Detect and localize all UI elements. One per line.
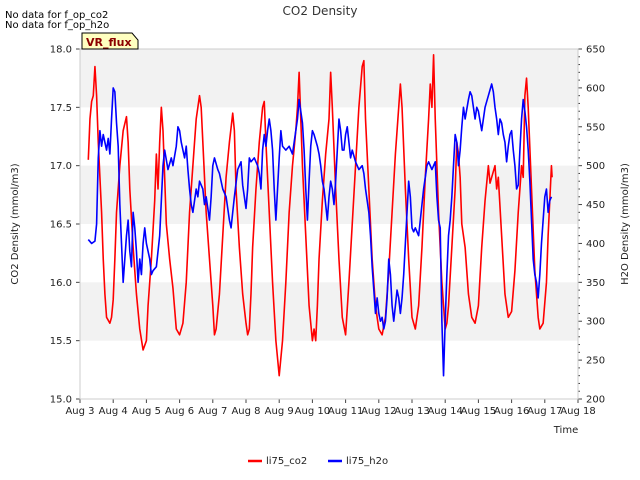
- note-no-data-co2: No data for f_op_co2: [5, 10, 108, 21]
- legend-label-h2o: li75_h2o: [346, 456, 388, 467]
- tick-labels: Aug 3 Aug 4 Aug 5 Aug 6 Aug 7 Aug 8 Aug 9 Aug 1…: [50, 45, 605, 418]
- y2-tick-label: 650: [586, 45, 605, 56]
- x-tick-label: Aug 14: [427, 406, 462, 417]
- series-line-li75_h2o: [87, 83, 553, 377]
- x-tick-label: Aug 12: [361, 406, 396, 417]
- y-axis-label: CO2 Density (mmol/m3): [10, 163, 21, 284]
- y2-tick-label: 450: [586, 200, 605, 211]
- y2-tick-label: 500: [586, 161, 605, 172]
- x-tick-label: Aug 13: [394, 406, 429, 417]
- y-tick-label: 16.5: [50, 220, 72, 231]
- y2-tick-label: 350: [586, 278, 605, 289]
- vr-flux-label: VR_flux: [86, 36, 132, 49]
- x-tick-label: Aug 5: [132, 406, 161, 417]
- y2-tick-label: 200: [586, 395, 605, 406]
- y2-tick-label: 300: [586, 317, 605, 328]
- x-tick-label: Aug 10: [295, 406, 330, 417]
- x-tick-label: Aug 4: [99, 406, 128, 417]
- series-layer: [87, 54, 553, 377]
- legend: li75_co2 li75_h2o: [248, 456, 388, 467]
- note-no-data-h2o: No data for f_op_h2o: [5, 20, 109, 31]
- y-tick-label: 17.0: [50, 161, 72, 172]
- y2-tick-label: 550: [586, 122, 605, 133]
- x-tick-label: Aug 17: [527, 406, 562, 417]
- x-tick-label: Aug 7: [198, 406, 227, 417]
- x-tick-label: Aug 18: [560, 406, 595, 417]
- y2-tick-label: 250: [586, 356, 605, 367]
- plot-frame: [79, 48, 579, 400]
- x-tick-label: Aug 9: [265, 406, 294, 417]
- chart-title: CO2 Density: [283, 4, 358, 18]
- x-tick-label: Aug 3: [65, 406, 94, 417]
- y2-axis-label: H2O Density (mmol/m3): [620, 163, 631, 285]
- x-axis-label: Time: [553, 425, 578, 436]
- x-tick-label: Aug 6: [165, 406, 194, 417]
- y2-tick-label: 400: [586, 239, 605, 250]
- y-tick-label: 15.5: [50, 336, 72, 347]
- y2-tick-label: 600: [586, 83, 605, 94]
- y-tick-label: 17.5: [50, 103, 72, 114]
- legend-label-co2: li75_co2: [266, 456, 307, 467]
- series-line-li75_co2: [87, 54, 553, 377]
- x-tick-label: Aug 11: [328, 406, 363, 417]
- y-tick-label: 15.0: [50, 395, 72, 406]
- y-tick-label: 16.0: [50, 278, 72, 289]
- x-tick-label: Aug 8: [231, 406, 260, 417]
- x-tick-label: Aug 15: [461, 406, 496, 417]
- y-tick-label: 18.0: [50, 45, 72, 56]
- background-band-0: [80, 282, 578, 341]
- vr-flux-badge: VR_flux: [81, 32, 139, 50]
- x-tick-label: Aug 16: [494, 406, 529, 417]
